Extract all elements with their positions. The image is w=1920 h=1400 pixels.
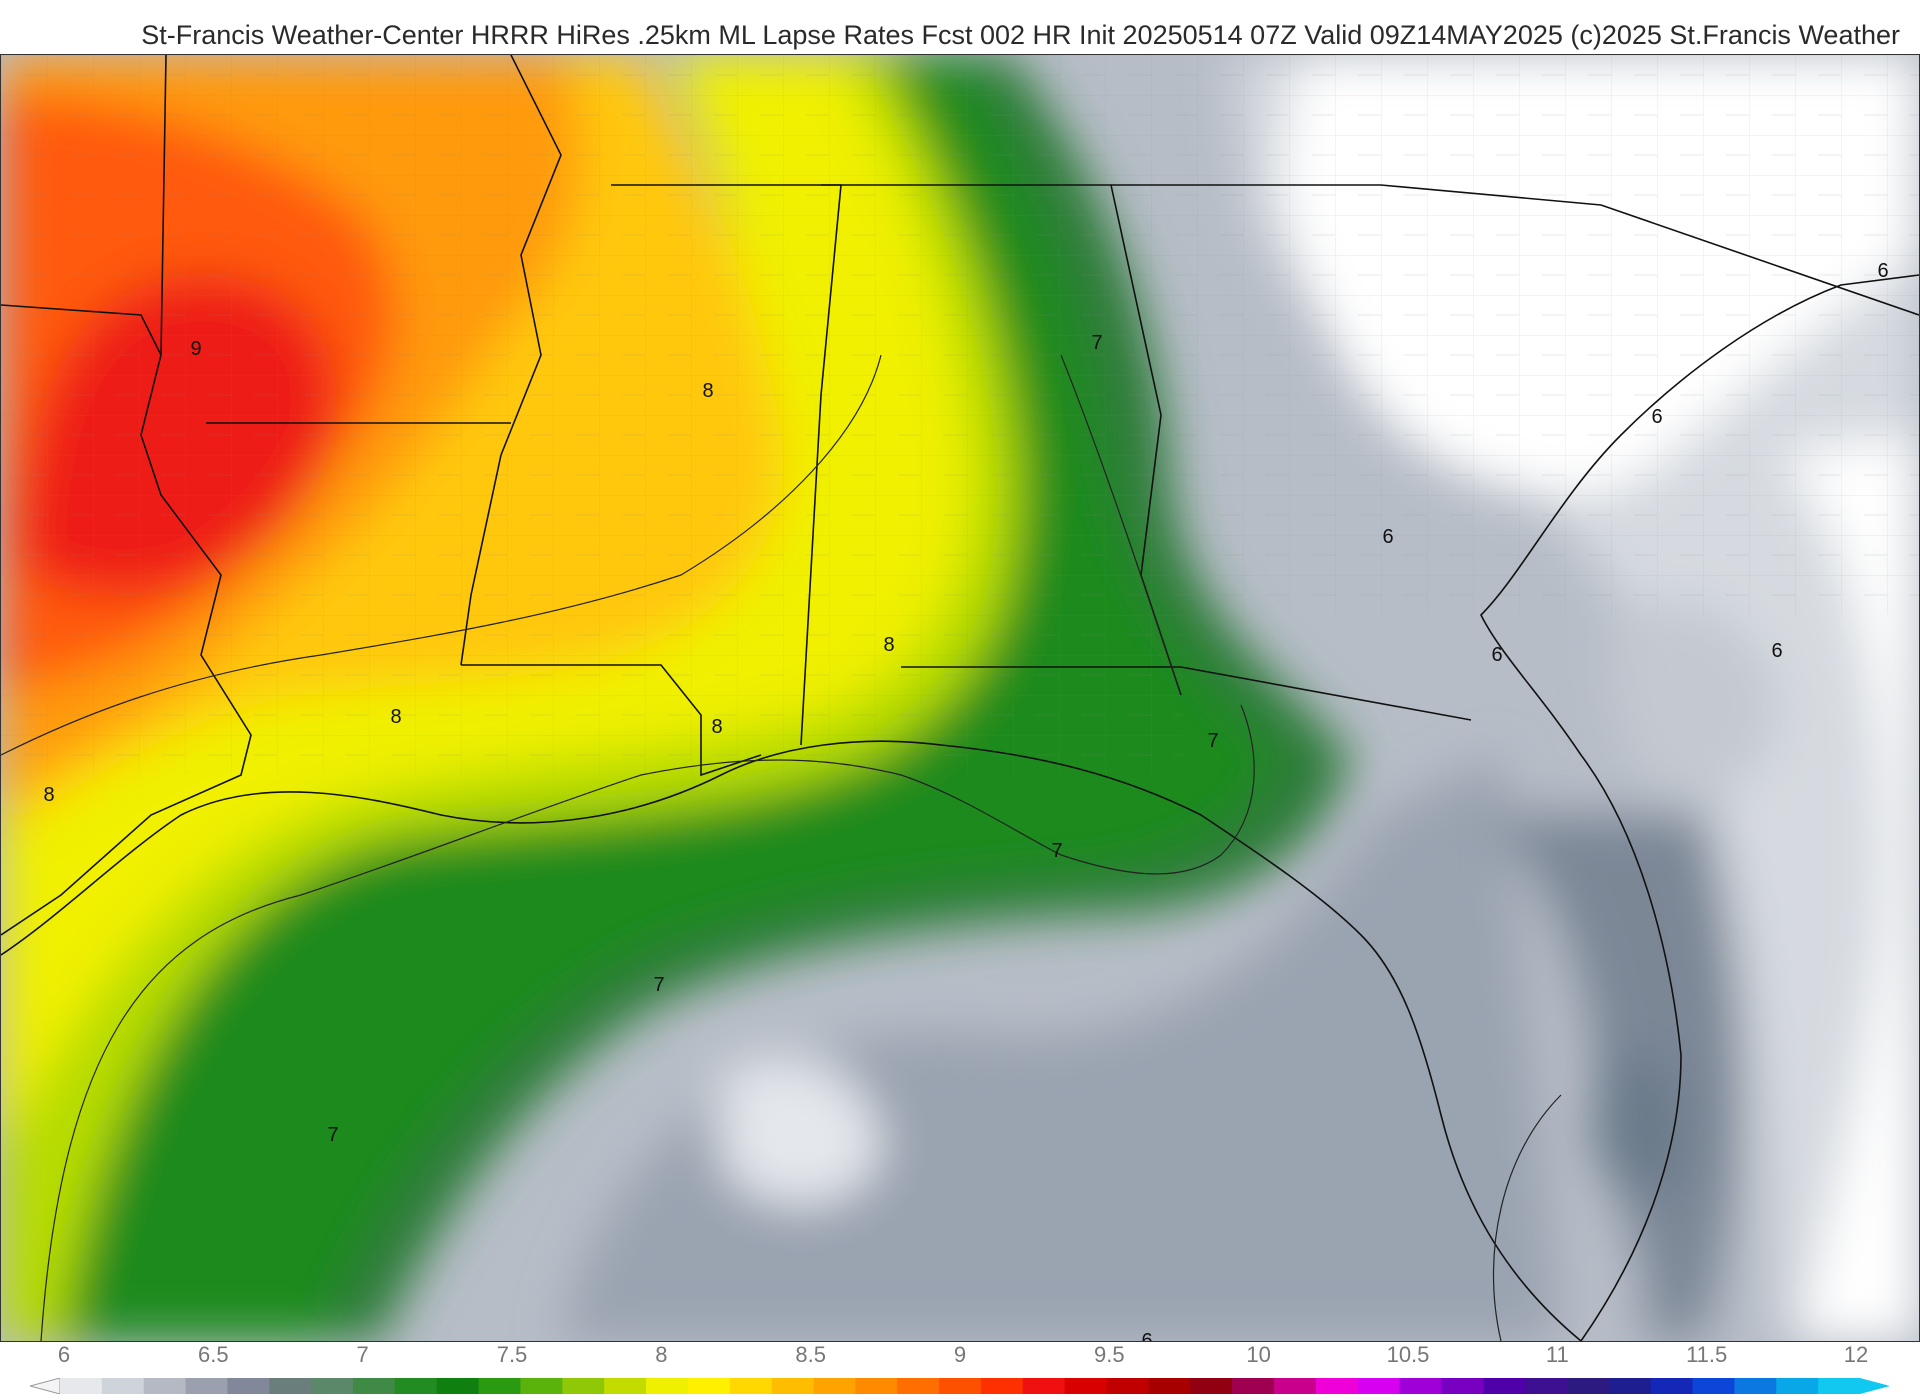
contour-label: 7 <box>1207 730 1218 752</box>
colorbar-swatch <box>520 1378 563 1394</box>
colorbar-swatch <box>1190 1378 1233 1394</box>
colorbar-swatch <box>269 1378 312 1394</box>
colorbar-swatch <box>1692 1378 1735 1394</box>
colorbar-swatch <box>1818 1378 1861 1394</box>
colorbar-swatch <box>1525 1378 1568 1394</box>
colorbar-swatch <box>1650 1378 1694 1394</box>
colorbar-tick-label: 10.5 <box>1386 1342 1430 1367</box>
colorbar-swatch <box>604 1378 647 1394</box>
contour-label-group: 9 8 8 8 8 8 7 7 7 7 7 6 6 6 6 6 6 6 <box>43 260 1888 1341</box>
colorbar-swatch <box>1064 1378 1108 1394</box>
colorbar-swatch <box>394 1378 438 1394</box>
colorbar-swatch <box>143 1378 187 1394</box>
colorbar-tick-label: 11 <box>1545 1342 1569 1367</box>
colorbar-swatch <box>939 1378 982 1394</box>
colorbar-swatch <box>353 1378 396 1394</box>
map-title: St-Francis Weather-Center HRRR HiRes .25… <box>141 20 1900 50</box>
contour-label: 6 <box>1771 640 1782 662</box>
contour-label: 9 <box>190 338 201 360</box>
colorbar-tick-label: 7 <box>356 1342 369 1367</box>
contour-label: 6 <box>1382 526 1393 548</box>
colorbar-tick-label: 11.5 <box>1686 1342 1728 1367</box>
colorbar-swatch <box>1357 1378 1401 1394</box>
contour-label: 6 <box>1491 644 1502 666</box>
colorbar <box>30 1378 1890 1394</box>
colorbar-swatch <box>771 1378 814 1394</box>
contour-lines <box>1 354 1562 1341</box>
colorbar-tick-label: 7.5 <box>496 1342 528 1367</box>
colorbar-swatch <box>1441 1378 1484 1394</box>
contour-label: 7 <box>1051 840 1062 862</box>
contour-label: 6 <box>1877 260 1888 282</box>
contour-label: 6 <box>1141 1330 1152 1341</box>
colorbar-swatch <box>1106 1378 1149 1394</box>
colorbar-min-arrow <box>30 1378 61 1394</box>
colorbar-swatch <box>311 1378 354 1394</box>
colorbar-swatch <box>1315 1378 1359 1394</box>
contour-label: 6 <box>1651 406 1662 428</box>
contour-label: 8 <box>702 380 713 402</box>
colorbar-swatch <box>1399 1378 1442 1394</box>
contour-label: 8 <box>883 634 894 656</box>
colorbar-ticks: 6 6.5 7 7.5 8 8.5 9 9.5 10 10.5 11 11.5 12 <box>0 1342 1920 1374</box>
colorbar-swatch <box>687 1378 731 1394</box>
colorbar-tick-label: 10 <box>1246 1342 1271 1367</box>
colorbar-swatch <box>980 1378 1024 1394</box>
lapse-rate-map: 9 8 8 8 8 8 7 7 7 7 7 6 6 6 6 6 6 6 <box>0 54 1920 1342</box>
colorbar-swatch <box>1608 1378 1652 1394</box>
county-lines <box>1 55 1181 775</box>
contour-label: 8 <box>43 784 54 806</box>
colorbar-tick-label: 8.5 <box>795 1342 826 1367</box>
colorbar-swatch <box>729 1378 773 1394</box>
colorbar-swatch <box>1483 1378 1526 1394</box>
colorbar-swatch <box>478 1378 521 1394</box>
colorbar-swatch <box>897 1378 940 1394</box>
contour-label: 8 <box>711 716 722 738</box>
colorbar-tick-label: 6.5 <box>198 1342 229 1367</box>
colorbar-swatch <box>1776 1378 1819 1394</box>
colorbar-tick-label: 6 <box>57 1342 71 1367</box>
colorbar-swatch <box>855 1378 898 1394</box>
colorbar-swatch <box>813 1378 856 1394</box>
colorbar-swatch <box>1273 1378 1317 1394</box>
map-canvas: 9 8 8 8 8 8 7 7 7 7 7 6 6 6 6 6 6 6 <box>1 55 1919 1341</box>
colorbar-swatch <box>1232 1378 1275 1394</box>
colorbar-swatch <box>1734 1378 1777 1394</box>
colorbar-swatch <box>436 1378 480 1394</box>
state-boundaries <box>1 55 1919 1341</box>
colorbar-swatch <box>1022 1378 1066 1394</box>
colorbar-swatch <box>562 1378 605 1394</box>
colorbar-tick-label: 12 <box>1843 1342 1869 1367</box>
colorbar-tick-label: 8 <box>655 1342 668 1367</box>
contour-label: 7 <box>653 974 664 996</box>
colorbar-swatch <box>101 1378 145 1394</box>
colorbar-swatch <box>646 1378 689 1394</box>
colorbar-swatch <box>227 1378 270 1394</box>
colorbar-swatch <box>185 1378 228 1394</box>
colorbar-swatch <box>1566 1378 1610 1394</box>
colorbar-max-arrow <box>1860 1378 1890 1394</box>
colorbar-tick-label: 9.5 <box>1094 1342 1125 1367</box>
colorbar-swatch <box>1148 1378 1191 1394</box>
contour-label: 8 <box>390 706 401 728</box>
colorbar-swatch <box>60 1378 103 1394</box>
contour-label: 7 <box>327 1124 338 1146</box>
colorbar-tick-label: 9 <box>953 1342 967 1367</box>
contour-label: 7 <box>1091 332 1102 354</box>
